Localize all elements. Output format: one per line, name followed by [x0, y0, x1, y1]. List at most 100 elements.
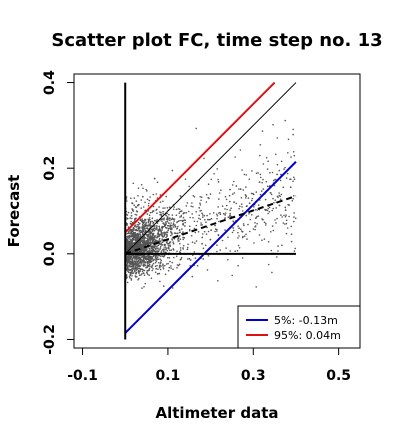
scatter-point — [230, 207, 232, 209]
scatter-point — [224, 217, 226, 219]
scatter-point — [182, 212, 184, 215]
scatter-point — [241, 169, 243, 171]
scatter-point — [164, 224, 167, 226]
x-axis-label: Altimeter data — [156, 404, 279, 422]
scatter-point — [164, 244, 167, 246]
scatter-point — [203, 230, 206, 233]
scatter-point — [293, 212, 295, 214]
scatter-point — [153, 238, 155, 241]
scatter-point — [134, 263, 137, 265]
scatter-point — [162, 255, 164, 258]
scatter-point — [142, 206, 145, 208]
scatter-point — [138, 229, 140, 231]
scatter-point — [165, 242, 168, 244]
scatter-point — [144, 201, 146, 204]
scatter-point — [142, 263, 144, 265]
scatter-point — [162, 207, 164, 209]
scatter-point — [163, 217, 165, 219]
scatter-point — [241, 257, 244, 259]
scatter-point — [130, 279, 133, 281]
scatter-point — [172, 268, 174, 271]
scatter-point — [144, 218, 147, 221]
scatter-point — [269, 172, 271, 174]
scatter-point — [204, 244, 207, 247]
scatter-point — [135, 258, 138, 260]
scatter-point — [152, 249, 154, 252]
scatter-point — [233, 201, 235, 203]
scatter-point — [146, 224, 149, 227]
scatter-point — [148, 249, 151, 251]
scatter-point — [126, 232, 129, 235]
scatter-point — [285, 232, 288, 235]
scatter-point — [169, 245, 171, 248]
scatter-point — [157, 233, 160, 236]
scatter-point — [154, 261, 157, 264]
scatter-point — [156, 181, 159, 184]
scatter-point — [202, 214, 204, 216]
scatter-point — [153, 258, 155, 261]
x-axis: -0.1 0.1 0.3 0.5 — [67, 348, 351, 384]
scatter-point — [190, 235, 193, 237]
scatter-point — [148, 217, 151, 219]
scatter-point — [203, 214, 206, 217]
scatter-point — [138, 233, 140, 236]
scatter-point — [166, 217, 169, 220]
scatter-point — [212, 212, 215, 214]
scatter-point — [169, 249, 171, 252]
scatter-point — [154, 256, 157, 259]
scatter-point — [152, 246, 154, 249]
scatter-point — [229, 212, 231, 215]
scatter-point — [179, 219, 181, 222]
scatter-point — [138, 227, 141, 230]
scatter-point — [256, 222, 258, 225]
scatter-point — [133, 245, 135, 248]
scatter-point — [132, 272, 135, 274]
scatter-point — [198, 217, 200, 220]
scatter-point — [139, 226, 141, 228]
scatter-point — [209, 193, 212, 195]
scatter-point — [285, 214, 287, 216]
scatter-point — [191, 202, 193, 204]
scatter-point — [141, 218, 144, 220]
scatter-point — [184, 225, 186, 227]
scatter-point — [135, 206, 138, 208]
scatter-point — [190, 205, 192, 208]
scatter-point — [178, 240, 180, 242]
scatter-point — [146, 248, 148, 250]
scatter-point — [150, 236, 152, 238]
x-tick-label: 0.3 — [241, 368, 266, 384]
scatter-point — [156, 212, 158, 214]
scatter-point — [138, 277, 140, 280]
scatter-point — [131, 275, 133, 277]
scatter-point — [161, 241, 164, 243]
scatter-point — [141, 256, 143, 259]
scatter-point — [184, 221, 186, 224]
scatter-point — [245, 186, 247, 188]
chart-title: Scatter plot FC, time step no. 13 — [51, 30, 382, 51]
scatter-point — [169, 225, 171, 227]
scatter-point — [157, 254, 159, 257]
scatter-point — [140, 264, 142, 266]
scatter-point — [166, 249, 169, 252]
scatter-point — [138, 254, 141, 257]
scatter-point — [129, 262, 131, 265]
scatter-point — [287, 204, 290, 206]
scatter-point — [163, 231, 166, 234]
scatter-point — [238, 247, 241, 249]
scatter-point — [178, 235, 181, 237]
scatter-point — [128, 232, 130, 234]
scatter-point — [238, 207, 240, 210]
y-axis-label: Forecast — [5, 175, 23, 248]
scatter-point — [205, 221, 207, 223]
scatter-point — [141, 268, 144, 271]
scatter-point — [229, 214, 231, 216]
scatter-point — [158, 272, 161, 275]
scatter-point — [159, 229, 162, 231]
scatter-point — [163, 235, 165, 238]
scatter-point — [264, 209, 267, 211]
scatter-point — [266, 185, 269, 188]
scatter-point — [158, 254, 161, 257]
scatter-point — [173, 238, 176, 240]
scatter-point — [141, 221, 144, 224]
scatter-point — [240, 228, 242, 230]
